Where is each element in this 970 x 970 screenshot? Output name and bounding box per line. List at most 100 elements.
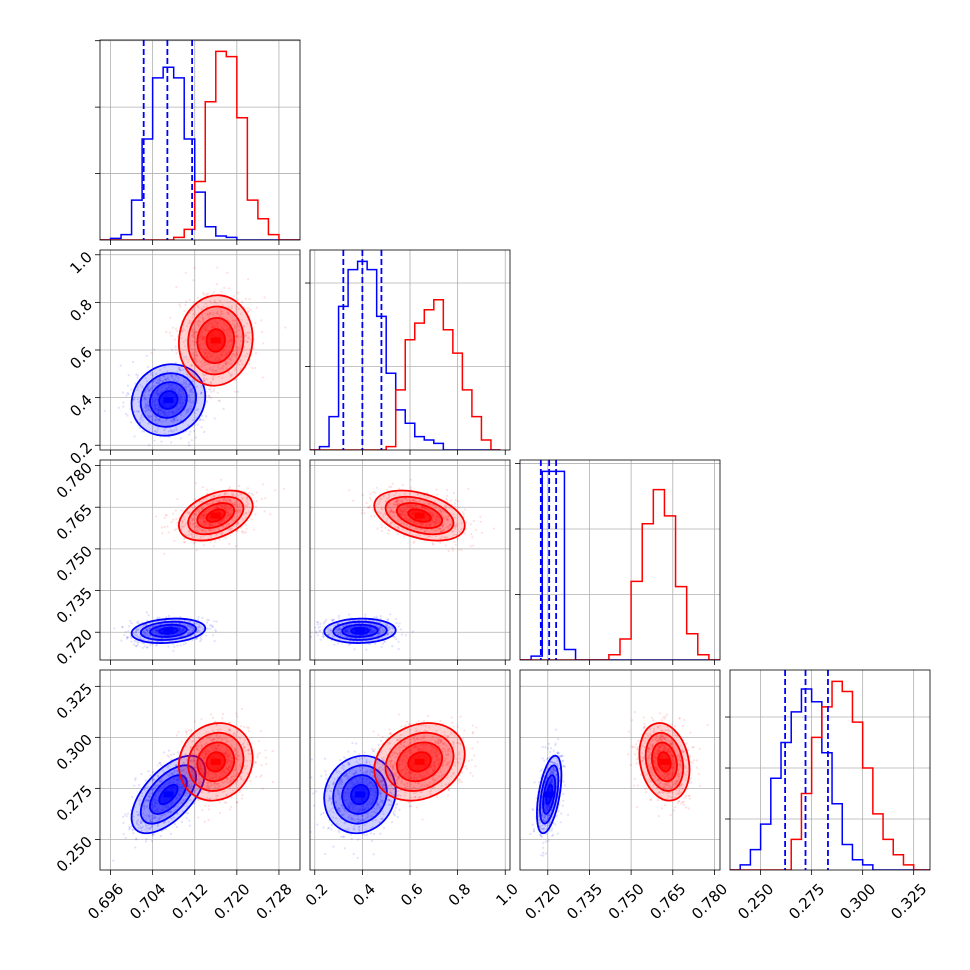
density-2-1 bbox=[310, 478, 495, 651]
density-peak-a bbox=[163, 397, 174, 403]
contour-a bbox=[139, 620, 197, 641]
panel-frame bbox=[309, 459, 511, 661]
density-peak-a bbox=[355, 627, 365, 634]
y-tick-label: 0.765 bbox=[53, 501, 96, 544]
density-peak-a bbox=[163, 627, 174, 634]
x-tick-label: 0.325 bbox=[887, 880, 930, 923]
contour-b bbox=[407, 508, 432, 523]
gridlines bbox=[100, 40, 300, 240]
contour-b bbox=[384, 731, 455, 792]
gridlines bbox=[100, 250, 300, 450]
contour-a bbox=[323, 617, 397, 644]
x-tick-label: 0.4 bbox=[350, 880, 380, 910]
contour-a bbox=[158, 390, 179, 410]
gridlines bbox=[100, 670, 300, 870]
x-tick-label: 0.704 bbox=[126, 880, 169, 923]
contour-b bbox=[407, 751, 432, 773]
contour-b bbox=[657, 751, 672, 773]
contour-b bbox=[205, 508, 226, 523]
contour-a bbox=[542, 774, 557, 815]
panel-1-1 bbox=[305, 249, 511, 455]
panel-frame bbox=[99, 249, 301, 451]
x-tick-label: 0.696 bbox=[84, 880, 127, 923]
x-tick-label: 1.0 bbox=[492, 880, 522, 910]
contour-b bbox=[196, 316, 236, 364]
contour-b bbox=[196, 502, 236, 529]
contour-a bbox=[350, 783, 370, 806]
contour-b bbox=[396, 502, 444, 529]
panel-frame bbox=[519, 459, 721, 661]
contour-b bbox=[196, 741, 236, 783]
y-tick-label: 1.0 bbox=[66, 248, 96, 278]
x-tick-label: 0.728 bbox=[253, 880, 296, 923]
x-tick-label: 0.2 bbox=[302, 880, 332, 910]
scatter-b bbox=[627, 710, 709, 818]
y-tick-label: 0.735 bbox=[53, 584, 96, 627]
x-tick-label: 0.735 bbox=[563, 880, 606, 923]
contour-b bbox=[651, 741, 678, 783]
x-tick-label: 0.275 bbox=[785, 880, 828, 923]
x-tick-label: 0.720 bbox=[210, 880, 253, 923]
panel-0-0 bbox=[95, 39, 301, 245]
density-peak-b bbox=[210, 758, 221, 765]
y-tick-label: 0.4 bbox=[66, 391, 96, 421]
contour-a bbox=[536, 754, 563, 835]
density-peak-b bbox=[659, 758, 670, 765]
contour-a bbox=[130, 617, 207, 644]
histogram-b bbox=[730, 680, 930, 870]
x-tick-label: 0.8 bbox=[445, 880, 475, 910]
y-tick-label: 0.275 bbox=[53, 782, 96, 825]
histogram-a bbox=[520, 470, 720, 660]
x-tick-label: 0.765 bbox=[646, 880, 689, 923]
contour-b bbox=[384, 495, 455, 536]
contour-a bbox=[545, 783, 554, 806]
contour-b bbox=[205, 751, 226, 773]
contour-a bbox=[158, 626, 179, 635]
contour-a bbox=[539, 764, 560, 825]
contour-a bbox=[149, 623, 188, 638]
histogram-a bbox=[730, 688, 930, 870]
panel-frame bbox=[729, 669, 931, 871]
density-peak-b bbox=[210, 337, 221, 344]
y-tick-label: 0.780 bbox=[53, 459, 96, 502]
density-3-1 bbox=[310, 713, 479, 859]
histogram-b bbox=[520, 488, 720, 660]
contour-a bbox=[341, 774, 379, 815]
y-tick-label: 0.6 bbox=[66, 343, 96, 373]
contour-b bbox=[644, 731, 685, 792]
gridlines bbox=[310, 460, 510, 660]
contour-b bbox=[187, 495, 245, 536]
contour-b bbox=[187, 731, 245, 792]
contour-b bbox=[638, 722, 691, 802]
contour-a bbox=[158, 783, 179, 806]
panel-3-0: 0.250 0.275 0.300 0.325 0.696 0.704 0.712 0.720… bbox=[53, 669, 301, 923]
contour-b bbox=[178, 489, 254, 542]
x-tick-label: 0.6 bbox=[397, 880, 427, 910]
contour-b bbox=[187, 305, 245, 376]
panel-frame bbox=[99, 669, 301, 871]
x-tick-label: 0.750 bbox=[605, 880, 648, 923]
y-tick-label: 0.8 bbox=[66, 296, 96, 326]
y-tick-label: 0.720 bbox=[53, 626, 96, 669]
histogram-b bbox=[310, 298, 501, 450]
y-tick-label: 0.325 bbox=[53, 680, 96, 723]
histogram-a bbox=[310, 260, 501, 450]
density-peak-b bbox=[414, 758, 425, 765]
panel-frame bbox=[99, 459, 301, 661]
contour-a bbox=[130, 754, 207, 835]
panel-frame bbox=[519, 669, 721, 871]
gridlines bbox=[310, 250, 510, 450]
panel-3-3: 0.250 0.275 0.300 0.325 bbox=[725, 669, 931, 923]
density-peak-b bbox=[414, 512, 425, 519]
density-1-0 bbox=[103, 266, 287, 447]
x-tick-label: 0.300 bbox=[836, 880, 879, 923]
histogram-b bbox=[100, 50, 300, 240]
x-tick-label: 0.250 bbox=[734, 880, 777, 923]
x-tick-label: 0.780 bbox=[688, 880, 731, 923]
density-peak-a bbox=[544, 791, 555, 798]
y-tick-label: 0.300 bbox=[53, 731, 96, 774]
panel-frame bbox=[309, 249, 511, 451]
gridlines bbox=[100, 460, 300, 660]
